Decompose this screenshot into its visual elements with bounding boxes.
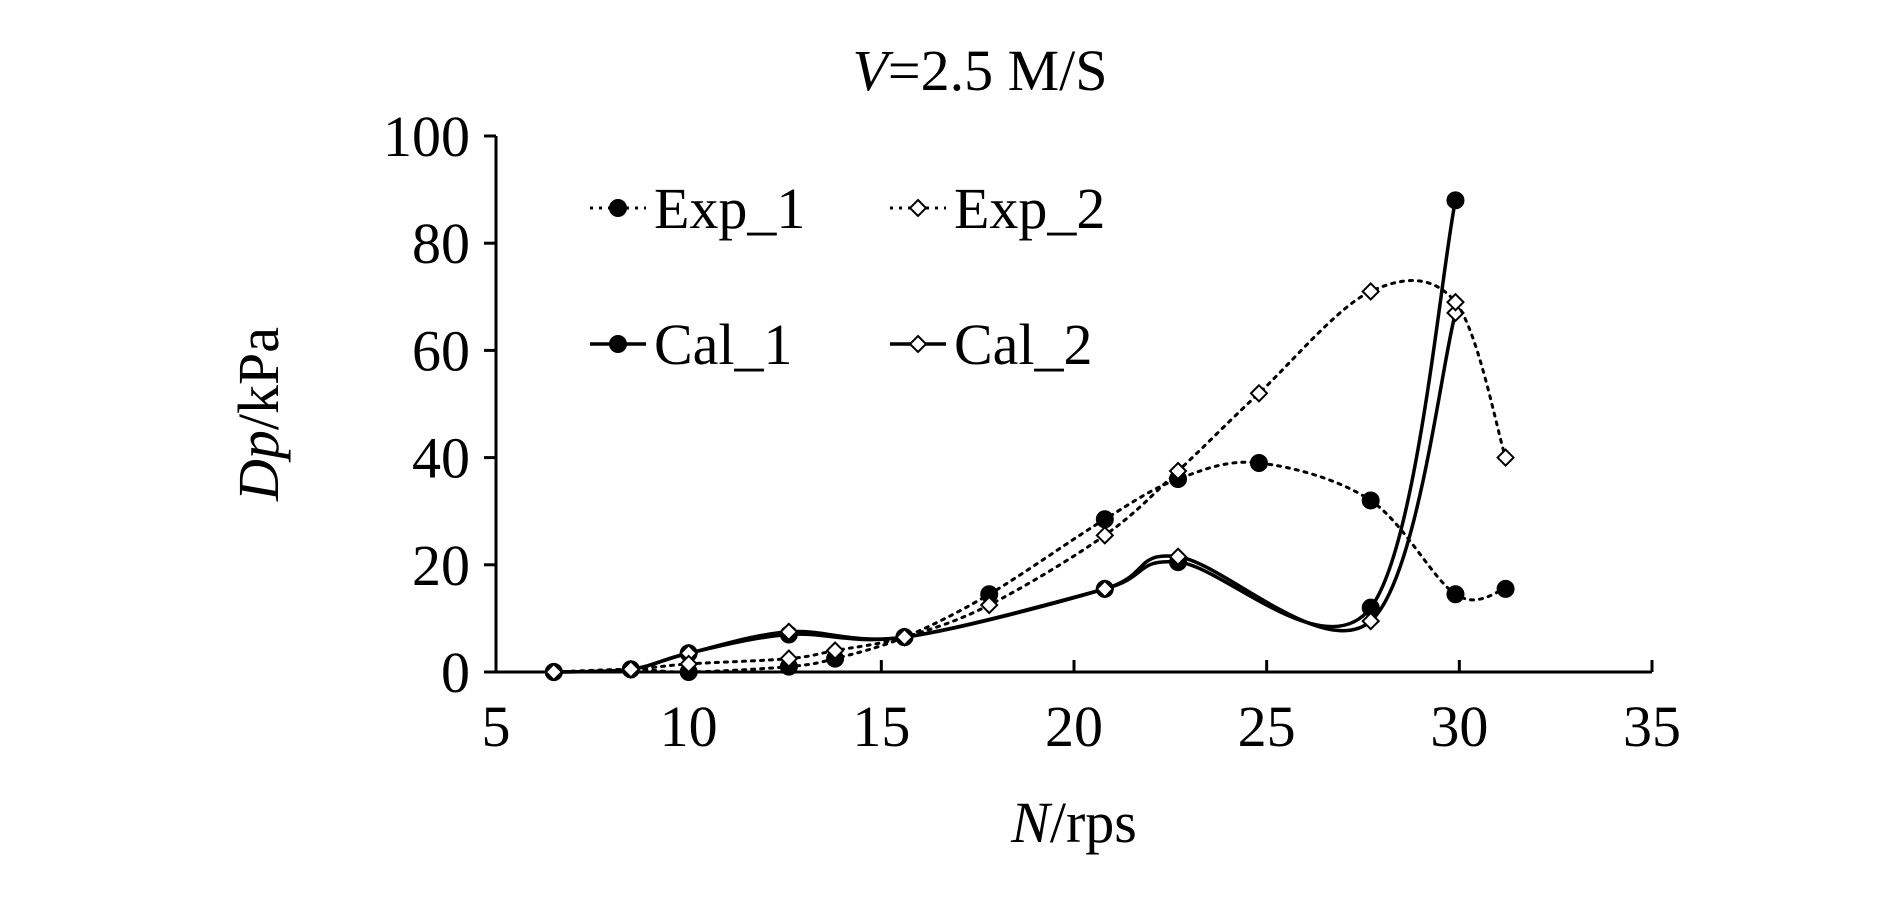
data-point <box>1496 448 1515 468</box>
x-tick-label: 25 <box>1238 694 1296 759</box>
x-axis-label-rest: /rps <box>1050 790 1137 855</box>
data-point <box>895 627 914 647</box>
legend-marker <box>609 199 627 217</box>
legend: Exp_1 Exp_2 Cal_1 Cal_2 <box>590 176 1105 377</box>
x-tick-label: 10 <box>660 694 718 759</box>
chart-title: V=2.5 M/S <box>852 38 1107 103</box>
data-point <box>1496 579 1515 598</box>
y-tick-label: 60 <box>412 318 470 383</box>
data-point <box>779 649 799 669</box>
data-point <box>1361 491 1380 510</box>
data-point <box>679 654 699 674</box>
y-axis-label: Dp/kPa <box>226 327 291 502</box>
y-tick-label: 40 <box>412 426 470 491</box>
y-tick-label: 80 <box>412 211 470 276</box>
series-cal-1 <box>544 191 1465 681</box>
data-point <box>1095 579 1115 599</box>
series-line <box>552 460 1508 674</box>
series-layer <box>544 191 1515 682</box>
x-tick-label: 35 <box>1623 694 1681 759</box>
x-tick-label: 20 <box>1045 694 1103 759</box>
series-exp-2 <box>544 279 1515 682</box>
x-axis-label: N/rps <box>1010 790 1137 855</box>
x-tick-label: 15 <box>852 694 910 759</box>
data-point <box>1095 510 1114 529</box>
legend-item: Exp_1 <box>590 176 805 241</box>
legend-marker <box>609 335 627 353</box>
ticks: 5 10 15 20 25 30 35 0 20 40 60 80 100 <box>383 104 1681 759</box>
data-point <box>779 622 799 642</box>
y-axis-label-rest: /kPa <box>226 327 291 430</box>
data-point <box>1249 383 1269 403</box>
legend-label: Cal_2 <box>954 312 1093 377</box>
data-point <box>825 641 845 660</box>
data-point <box>1168 461 1188 481</box>
chart-title-rest: =2.5 M/S <box>888 38 1108 103</box>
data-point <box>1446 191 1465 210</box>
series-line <box>552 198 1458 674</box>
y-axis-label-italic: Dp <box>226 430 291 502</box>
legend-label: Cal_1 <box>654 312 793 377</box>
legend-item: Cal_2 <box>890 312 1093 377</box>
legend-label: Exp_2 <box>954 176 1105 241</box>
data-point <box>1249 453 1268 472</box>
data-point <box>621 659 641 679</box>
chart-title-italic: V <box>852 38 894 103</box>
data-point <box>1168 547 1188 567</box>
y-tick-label: 0 <box>441 640 470 705</box>
x-axis-label-italic: N <box>1010 790 1053 855</box>
data-point <box>1446 292 1465 312</box>
data-point <box>1361 611 1381 631</box>
y-tick-label: 20 <box>412 533 470 598</box>
legend-label: Exp_1 <box>654 176 805 241</box>
legend-marker <box>908 334 928 354</box>
legend-item: Cal_1 <box>590 312 793 377</box>
data-point <box>1095 525 1115 545</box>
data-point <box>1361 282 1381 301</box>
data-point <box>544 662 564 682</box>
series-line <box>552 279 1508 674</box>
x-tick-label: 5 <box>482 694 511 759</box>
x-tick-label: 30 <box>1430 694 1488 759</box>
data-point <box>1446 585 1465 604</box>
legend-item: Exp_2 <box>890 176 1105 241</box>
y-tick-label: 100 <box>383 104 470 169</box>
legend-marker <box>908 198 928 218</box>
data-point <box>979 595 999 615</box>
